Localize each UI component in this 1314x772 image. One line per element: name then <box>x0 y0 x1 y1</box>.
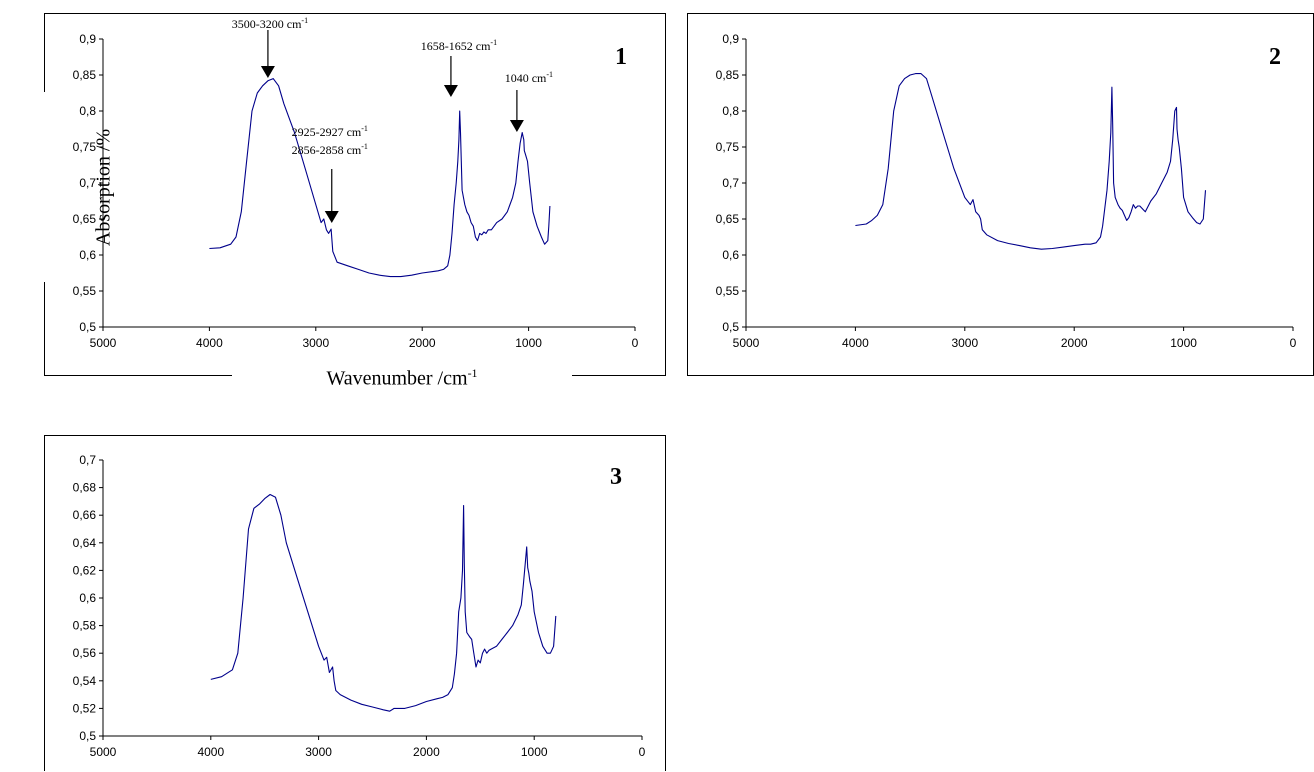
x-tick-label: 5000 <box>90 336 117 350</box>
annotation-co-arrow-head <box>443 85 458 97</box>
y-tick-label: 0,66 <box>73 508 97 522</box>
x-tick-label: 2000 <box>413 745 440 759</box>
y-tick-label: 0,68 <box>73 481 97 495</box>
y-tick-label: 0,85 <box>716 68 740 82</box>
panel-number: 1 <box>615 44 627 70</box>
y-tick-label: 0,7 <box>722 176 739 190</box>
y-tick-label: 0,75 <box>73 140 97 154</box>
x-tick-label: 3000 <box>951 336 978 350</box>
y-tick-label: 0,52 <box>73 701 97 715</box>
y-tick-label: 0,6 <box>722 248 739 262</box>
x-tick-label: 3000 <box>305 745 332 759</box>
chart-svg-3: 0,5 0,52 0,54 0,56 0,58 0,6 0,62 0,64 0,66 0,68 0,… <box>73 453 646 759</box>
chart-panel-3: 0,5 0,52 0,54 0,56 0,58 0,6 0,62 0,64 0,66 0,68 0,… <box>44 435 666 771</box>
y-tick-label: 0,9 <box>722 32 739 46</box>
y-tick-label: 0,7 <box>79 176 96 190</box>
y-tick-label: 0,6 <box>79 248 96 262</box>
y-tick-label: 0,62 <box>73 563 97 577</box>
y-tick-label: 0,85 <box>73 68 97 82</box>
y-tick-label: 0,55 <box>716 284 740 298</box>
annotation-ch-label-2: 2856-2858 cm-1 <box>292 142 368 157</box>
ylabel-background <box>34 92 56 282</box>
y-tick-label: 0,5 <box>79 320 96 334</box>
y-tick-label: 0,5 <box>79 729 96 743</box>
annotation-c-o-arrow-head <box>509 120 524 132</box>
x-tick-label: 4000 <box>196 336 223 350</box>
x-axis-title: Wavenumber /cm-1 <box>326 366 478 390</box>
chart-panel-1: 0,5 0,55 0,6 0,65 0,7 0,75 0,8 0,85 0,9 5000 4000 3… <box>44 13 666 376</box>
annotation-oh-arrow-head <box>260 66 275 78</box>
y-tick-label: 0,8 <box>79 104 96 118</box>
y-tick-label: 0,7 <box>79 453 96 467</box>
annotation-c-o-label: 1040 cm-1 <box>505 70 553 85</box>
chart-panel-2: 0,5 0,55 0,6 0,65 0,7 0,75 0,8 0,85 0,9 5000 4000 3… <box>687 13 1314 376</box>
y-tick-label: 0,54 <box>73 674 97 688</box>
y-tick-label: 0,75 <box>716 140 740 154</box>
spectrum-line-2 <box>855 73 1207 250</box>
annotation-ch-label-1: 2925-2927 cm-1 <box>292 124 368 139</box>
x-tick-label: 0 <box>639 745 646 759</box>
y-tick-label: 0,56 <box>73 646 97 660</box>
annotation-ch-arrow-head <box>324 211 339 223</box>
x-tick-label: 4000 <box>197 745 224 759</box>
y-tick-label: 0,5 <box>722 320 739 334</box>
x-tick-label: 1000 <box>515 336 542 350</box>
y-tick-label: 0,8 <box>722 104 739 118</box>
y-tick-label: 0,9 <box>79 32 96 46</box>
spectrum-line-1 <box>209 78 551 278</box>
x-tick-label: 0 <box>632 336 639 350</box>
panel-number: 3 <box>610 464 622 490</box>
x-tick-label: 5000 <box>733 336 760 350</box>
panel-number: 2 <box>1269 44 1281 70</box>
xlabel-background <box>232 362 572 394</box>
x-tick-label: 2000 <box>409 336 436 350</box>
y-axis-title: Absorption /% <box>92 128 115 247</box>
x-tick-label: 0 <box>1290 336 1297 350</box>
y-tick-label: 0,6 <box>79 591 96 605</box>
y-tick-label: 0,65 <box>716 212 740 226</box>
chart-svg-1: 0,5 0,55 0,6 0,65 0,7 0,75 0,8 0,85 0,9 5000 4000 3… <box>73 16 639 350</box>
y-tick-label: 0,65 <box>73 212 97 226</box>
x-tick-label: 3000 <box>302 336 329 350</box>
y-tick-label: 0,64 <box>73 536 97 550</box>
y-tick-label: 0,55 <box>73 284 97 298</box>
spectrum-line-3 <box>210 493 557 712</box>
x-tick-label: 4000 <box>842 336 869 350</box>
x-tick-label: 1000 <box>521 745 548 759</box>
y-tick-label: 0,58 <box>73 619 97 633</box>
annotation-co-label: 1658-1652 cm-1 <box>421 38 497 53</box>
x-tick-label: 5000 <box>90 745 117 759</box>
annotation-oh-label: 3500-3200 cm-1 <box>232 16 308 31</box>
chart-svg-2: 0,5 0,55 0,6 0,65 0,7 0,75 0,8 0,85 0,9 5000 4000 3… <box>716 32 1297 350</box>
x-tick-label: 2000 <box>1061 336 1088 350</box>
x-tick-label: 1000 <box>1170 336 1197 350</box>
